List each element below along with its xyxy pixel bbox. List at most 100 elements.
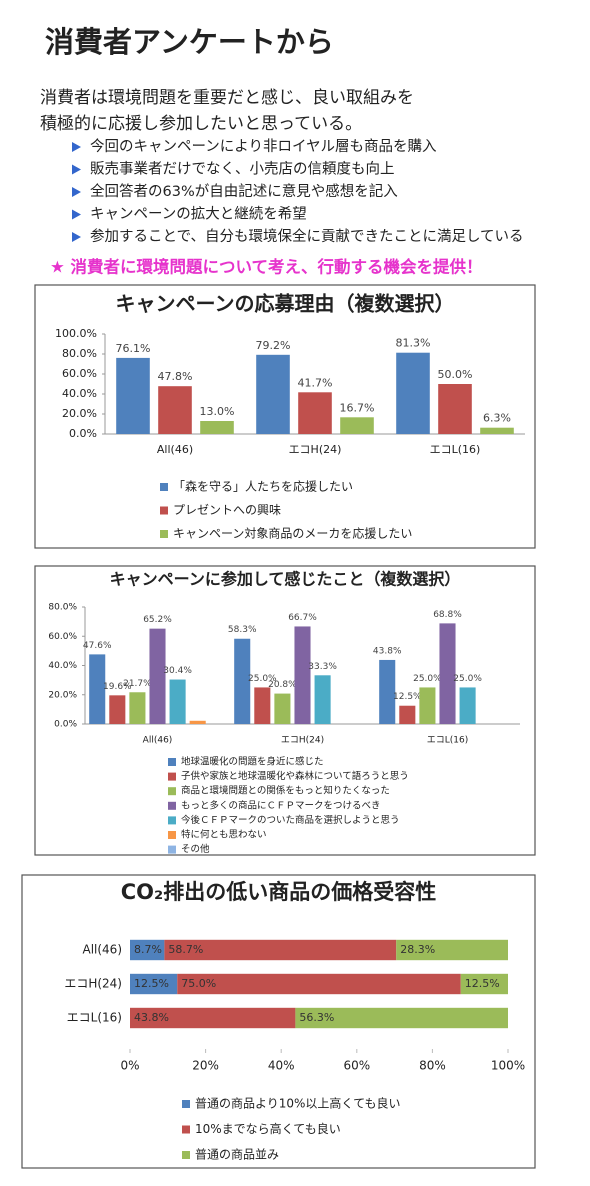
y-tick-label: 0.0% — [54, 720, 77, 730]
bullet-arrow — [72, 209, 81, 220]
bar — [254, 687, 271, 724]
x-tick-label: 100% — [491, 1059, 525, 1073]
bar — [396, 352, 430, 434]
bar — [459, 687, 476, 724]
value-label: 58.7% — [168, 943, 203, 956]
bullet-arrow — [72, 187, 81, 197]
value-label: 12.5% — [134, 977, 169, 990]
value-label: 21.7% — [123, 679, 152, 689]
y-tick-label: エコL(16) — [67, 1011, 122, 1025]
bullet-arrow — [72, 232, 81, 242]
x-tick-label: 20% — [192, 1059, 219, 1073]
bullet-text: 参加することで、自分も環境保全に貢献できたことに満足している — [90, 227, 524, 245]
bullet-text: キャンペーンの拡大と継続を希望 — [90, 206, 307, 223]
legend-label: 子供や家族と地球温暖化や森林について語ろうと思う — [181, 770, 409, 782]
chart-frame — [21, 874, 536, 1169]
value-label: 58.3% — [228, 625, 257, 635]
bullet-text: 全回答者の63%が自由記述に意見や感想を記入 — [90, 182, 398, 200]
chart-title: キャンペーンの応募理由（複数選択） — [116, 292, 455, 316]
legend-label: 「森を守る」人たちを応援したい — [173, 479, 353, 494]
y-tick-label: 100.0% — [55, 327, 97, 340]
y-tick-label: 60.0% — [62, 367, 97, 380]
legend-label: 商品と環境問題との関係をもっと知りたくなった — [181, 785, 390, 797]
legend-label: 地球温暖化の問題を身近に感じた — [181, 756, 324, 768]
bar — [314, 675, 331, 724]
value-label: 68.8% — [433, 610, 462, 620]
value-label: 56.3% — [299, 1011, 334, 1024]
value-label: 81.3% — [396, 337, 431, 350]
legend-swatch — [168, 772, 176, 781]
value-label: 43.8% — [134, 1011, 169, 1024]
value-label: 79.2% — [256, 339, 291, 352]
legend-label: プレゼントへの興味 — [173, 503, 281, 517]
bar — [256, 354, 290, 434]
bullet-text: 今回のキャンペーンにより非ロイヤル層も商品を購入 — [90, 138, 437, 155]
chart-frame — [34, 565, 536, 856]
bar-segment — [130, 939, 165, 961]
bar — [129, 692, 146, 724]
y-tick-label: 60.0% — [48, 632, 77, 642]
y-tick-label: All(46) — [82, 943, 122, 957]
bar — [234, 638, 251, 724]
legend-swatch — [168, 801, 176, 810]
legend-swatch — [168, 831, 176, 839]
value-label: 65.2% — [143, 615, 172, 625]
y-tick-label: 40.0% — [48, 661, 77, 671]
value-label: 6.3% — [483, 412, 511, 425]
value-label: 25.0% — [413, 674, 442, 684]
bar-segment — [130, 1007, 296, 1029]
value-label: 30.4% — [163, 666, 192, 676]
legend-label: もっと多くの商品にＣＦＰマークをつけるべき — [181, 799, 381, 811]
legend-swatch — [160, 530, 168, 538]
x-tick-label: エコH(24) — [281, 736, 324, 746]
y-tick-label: エコH(24) — [64, 977, 122, 991]
value-label: 76.1% — [116, 342, 151, 355]
bar — [109, 695, 126, 724]
value-label: 12.5% — [393, 692, 422, 702]
value-label: 13.0% — [200, 405, 235, 418]
y-tick-label: 80.0% — [48, 603, 77, 613]
x-tick-label: 60% — [343, 1059, 370, 1073]
bar — [340, 417, 374, 434]
value-label: 12.5% — [465, 977, 500, 990]
legend-swatch — [168, 816, 176, 825]
value-label: 20.8% — [268, 680, 297, 690]
legend-label: 10%までなら高くても良い — [195, 1121, 341, 1136]
value-label: 47.8% — [158, 370, 193, 383]
chart-frame — [34, 284, 536, 549]
value-label: 19.6% — [103, 682, 132, 692]
bar — [169, 679, 186, 724]
legend-label: 特に何とも思わない — [181, 829, 267, 841]
bar — [149, 628, 166, 724]
y-tick-label: 20.0% — [62, 407, 97, 420]
value-label: 41.7% — [298, 376, 333, 389]
chart-title: CO₂排出の低い商品の価格受容性 — [121, 880, 436, 904]
bar — [480, 427, 514, 434]
legend-label: 今後ＣＦＰマークのついた商品を選択しようと思う — [181, 814, 400, 826]
value-label: 66.7% — [288, 613, 317, 623]
bar-segment — [177, 973, 461, 995]
value-label: 33.3% — [308, 662, 337, 672]
bar — [419, 687, 436, 724]
bar — [189, 720, 206, 724]
y-tick-label: 80.0% — [62, 347, 97, 360]
bar-segment — [130, 973, 178, 995]
value-label: 28.3% — [400, 943, 435, 956]
bar — [200, 421, 234, 434]
intro-line: 消費者は環境問題を重要だと感じ、良い取組みを — [40, 88, 414, 108]
x-tick-label: All(46) — [157, 443, 193, 456]
y-tick-label: 20.0% — [48, 690, 77, 700]
highlight: ★ 消費者に環境問題について考え、行動する機会を提供！ — [50, 257, 483, 277]
legend-label: 普通の商品より10%以上高くても良い — [195, 1096, 400, 1111]
y-tick-label: 0.0% — [69, 427, 97, 440]
y-tick-label: 40.0% — [62, 387, 97, 400]
bullet-text: 販売事業者だけでなく、小売店の信頼度も向上 — [90, 161, 395, 178]
value-label: 8.7% — [134, 943, 162, 956]
bar-segment — [396, 939, 508, 961]
bullet-arrow — [72, 142, 81, 152]
bar — [89, 654, 106, 724]
bar — [158, 386, 192, 434]
legend-swatch — [160, 506, 168, 515]
intro-line: 積極的に応援し参加したいと思っている。 — [40, 114, 362, 134]
